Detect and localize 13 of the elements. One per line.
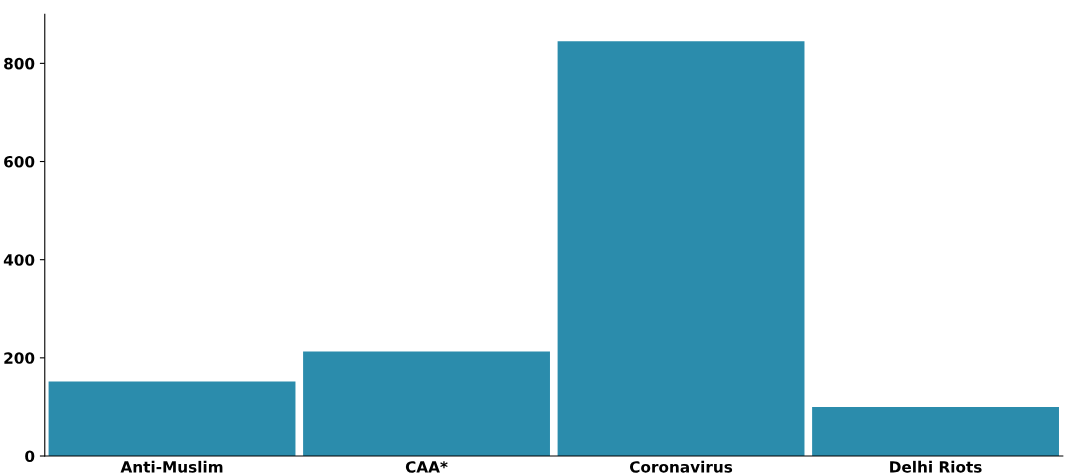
x-tick-label: Coronavirus bbox=[629, 460, 733, 473]
y-tick-label: 200 bbox=[4, 352, 35, 364]
y-tick-label: 400 bbox=[3, 254, 35, 266]
y-tick-label: 800 bbox=[4, 57, 35, 70]
bar bbox=[303, 351, 550, 457]
y-tick-label: 0 bbox=[25, 450, 35, 463]
bar bbox=[557, 41, 805, 457]
bar bbox=[812, 406, 1059, 457]
x-tick-label: CAA* bbox=[405, 461, 448, 473]
x-tick-label: Anti-Muslim bbox=[120, 460, 223, 473]
y-tick-label: 600 bbox=[4, 155, 35, 168]
bar bbox=[48, 381, 296, 457]
x-tick-label: Delhi Riots bbox=[890, 460, 982, 473]
